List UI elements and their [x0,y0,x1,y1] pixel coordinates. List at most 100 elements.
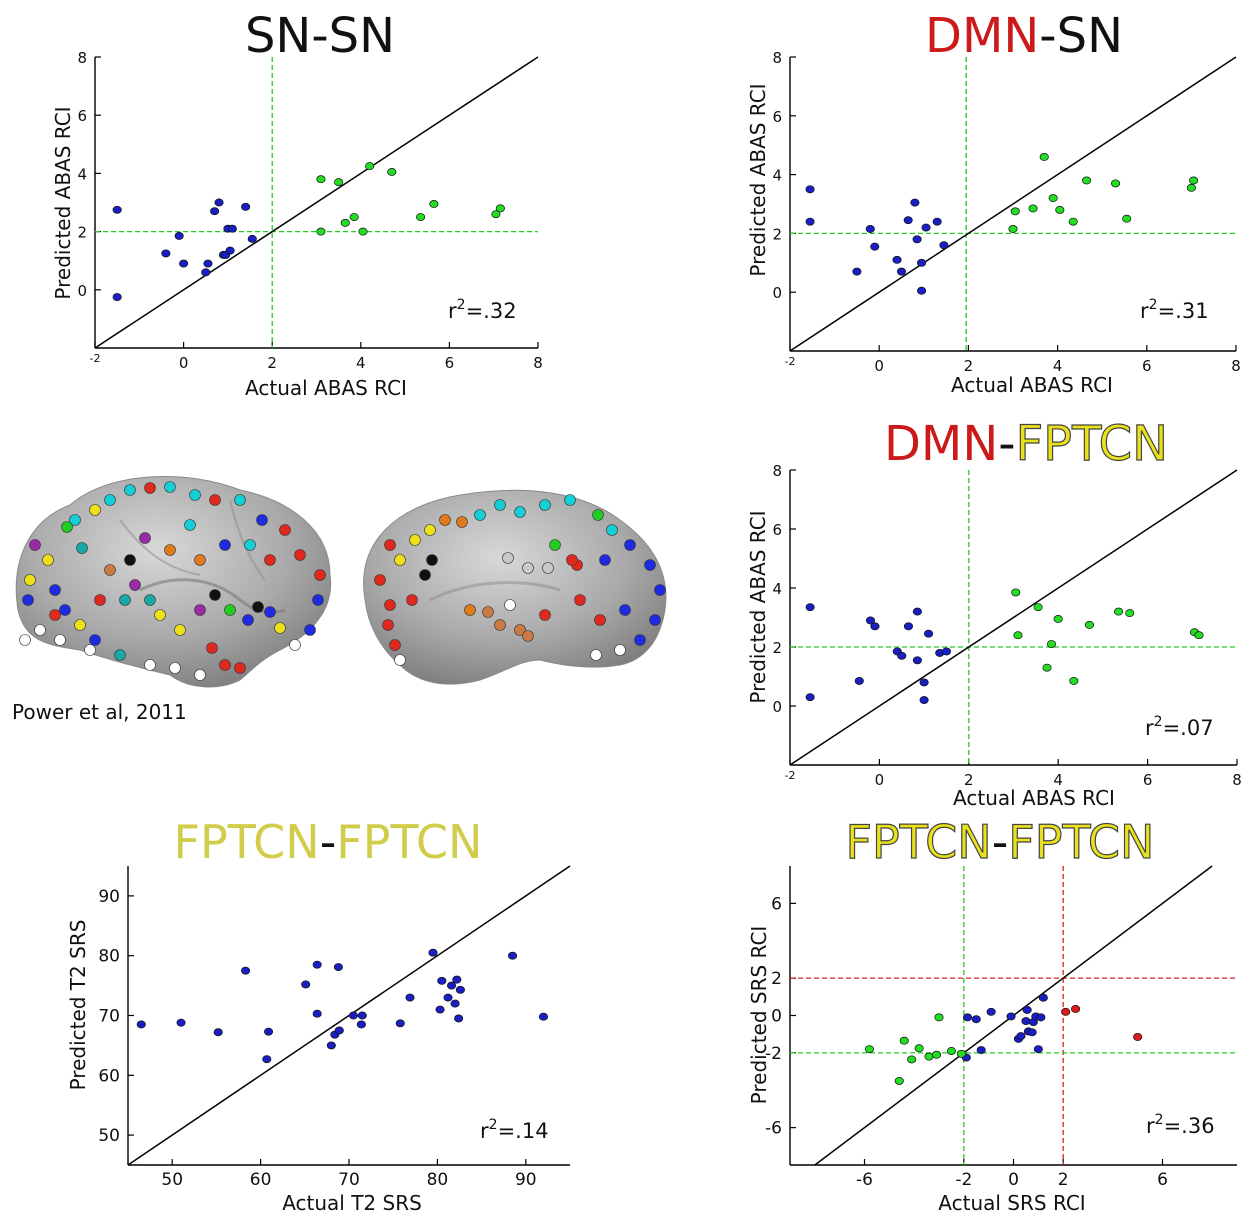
data-point [963,1013,973,1022]
brain-node [456,516,468,528]
brain-node [374,574,386,586]
x-tick-label: 70 [338,1170,360,1190]
data-point [919,696,929,705]
data-point [1084,620,1095,629]
data-point [507,951,518,960]
brain-node [224,604,236,616]
data-point [931,1050,942,1059]
x-axis-label: Actual ABAS RCI [951,373,1113,397]
brain-node [234,494,246,506]
x-tick-label: -2 [90,352,101,365]
data-point [939,241,949,250]
y-axis-label: Predicted ABAS RCI [746,83,770,276]
data-point [349,213,359,221]
brain-node [314,569,326,581]
r2-value: =.07 [1163,716,1214,740]
y-axis-label: Predicted SRS RCI [747,926,771,1105]
x-tick-label: 50 [161,1170,183,1190]
data-point [340,218,350,227]
data-point [174,232,184,240]
brain-node [264,606,276,618]
y-tick-label: 4 [772,580,782,598]
brain-node [219,539,231,551]
brain-node [124,484,136,496]
y-tick-label: 0 [771,1007,782,1027]
x-tick-label: 80 [427,1170,449,1190]
x-tick-label: 2 [1058,1170,1069,1190]
x-tick-label: 6 [1157,1170,1168,1190]
chart-fptcn-fptcn-srs: FPTCN-FPTCN 50 60 70 80 90 50 60 70 80 90 Actual T2… [66,815,571,1215]
r2-exponent: 2 [1149,297,1158,313]
brain-node [384,539,396,551]
data-point [443,993,453,1002]
data-point [203,259,213,268]
data-point [395,1019,405,1028]
x-tick-label: -6 [856,1170,873,1190]
x-tick-label: 0 [875,771,885,789]
data-point [986,1007,996,1016]
brain-node [49,609,61,621]
brain-node [649,614,661,626]
brain-node [22,594,34,606]
data-point [917,286,927,295]
data-point [1027,1028,1037,1037]
data-point [1194,631,1204,640]
chart-title: FPTCN-FPTCN [174,815,483,869]
y-tick-label: 2 [772,225,782,243]
brain-node [474,509,486,521]
r2-symbol: r [1140,299,1149,323]
title-segment: - [1039,8,1056,64]
title-segment: - [320,815,337,869]
data-point [1021,1017,1031,1026]
data-point [805,603,815,612]
data-point [903,216,913,225]
data-point [312,1009,322,1018]
data-point [1053,615,1063,623]
data-point [1068,217,1078,226]
data-point [924,1052,934,1061]
brain-node [219,659,231,671]
data-point [805,217,815,226]
y-tick-label: 70 [98,1007,120,1027]
data-point [865,616,876,625]
y-tick-label: 2 [77,224,87,242]
brain-node [504,599,516,611]
data-point [225,246,235,255]
brain-node [289,639,301,651]
y-tick-label: 8 [772,49,782,67]
brain-lateral [15,475,332,688]
brain-node [389,639,401,651]
data-point [179,259,189,268]
brain-node [61,521,73,533]
brain-node [256,514,268,526]
x-tick-label: -2 [785,769,796,782]
brain-node [194,669,206,681]
brain-node [644,559,656,571]
x-tick-label: -2 [785,355,796,368]
data-point [435,1005,445,1014]
y-tick-label: 6 [772,521,782,539]
data-point [912,656,922,665]
y-tick-label: 80 [98,947,120,967]
brain-node [119,594,131,606]
brain-node [542,562,554,574]
r2-annotation: r2=.31 [1140,297,1209,323]
data-point [907,1055,917,1064]
data-point [1055,205,1065,214]
title-segment: FPTCN [1016,416,1168,472]
y-tick-label: 2 [771,969,782,989]
data-point [1122,214,1132,223]
r2-value: =.36 [1164,1114,1215,1138]
brain-node [34,624,46,636]
x-tick-label: 6 [445,354,455,372]
y-axis-label: Predicted ABAS RCI [746,510,770,703]
credit-caption: Power et al, 2011 [12,700,187,724]
data-point [1010,207,1020,216]
brain-node [384,599,396,611]
data-point [870,242,880,251]
brain-node [189,489,201,501]
r2-exponent: 2 [489,1117,498,1133]
brain-node [654,584,666,596]
data-point [1189,176,1199,185]
